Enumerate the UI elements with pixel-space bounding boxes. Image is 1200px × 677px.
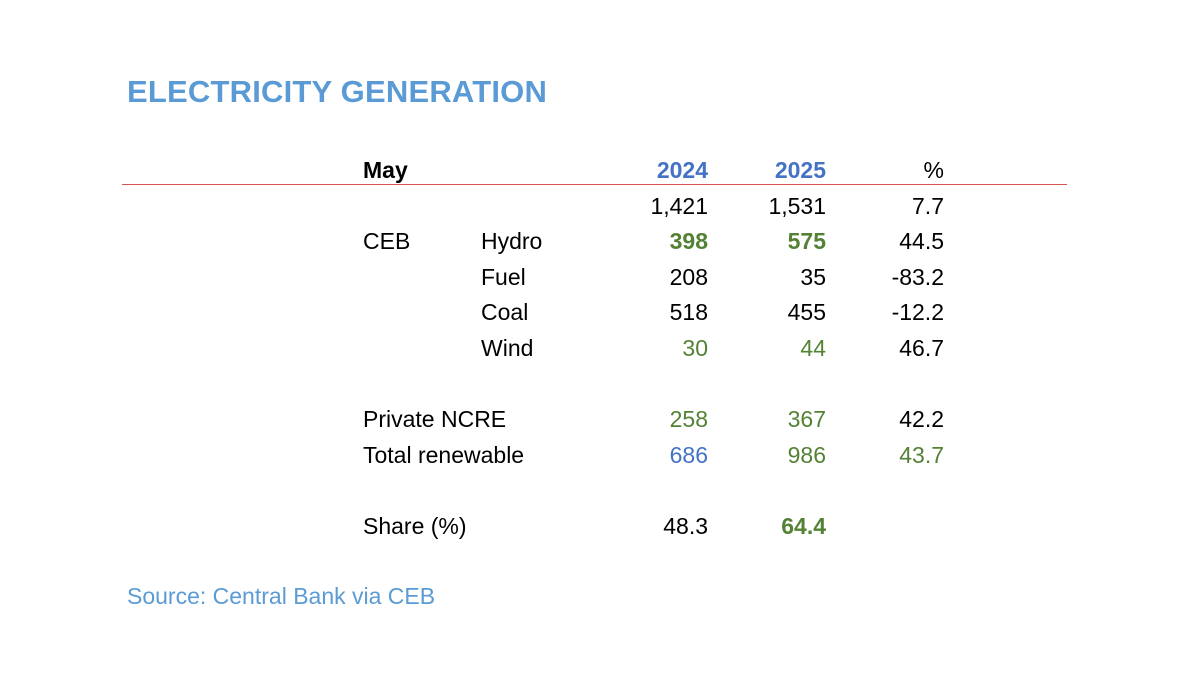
table-cell-y2024: 1,421 [650,193,708,219]
table-cell-group: Total renewable [363,442,525,468]
table-cell-item: Coal [481,299,529,325]
table-cell-pct: -12.2 [891,299,944,325]
table-cell-pct: 42.2 [899,406,944,432]
table-cell-pct: 43.7 [899,442,944,468]
header-percent: % [923,157,944,183]
table-cell-pct: 46.7 [899,335,944,361]
table-cell-y2025: 1,531 [768,193,826,219]
header-2025: 2025 [774,157,826,183]
page-title: ELECTRICITY GENERATION [127,74,548,109]
table-cell-y2025: 986 [787,442,826,468]
table-cell-item: Fuel [481,264,526,290]
table-cell-y2025: 44 [800,335,826,361]
table-cell-y2025: 455 [787,299,826,325]
table-cell-item: Hydro [481,228,543,254]
table-cell-y2025: 35 [800,264,826,290]
table-cell-y2024: 48.3 [663,513,708,539]
table-cell-y2025: 575 [787,228,826,254]
table-cell-y2025: 367 [787,406,826,432]
table-cell-pct: 44.5 [899,228,944,254]
table-cell-y2025: 64.4 [781,513,826,539]
header-2024: 2024 [656,157,708,183]
table-cell-pct: 7.7 [912,193,944,219]
source-note: Source: Central Bank via CEB [127,583,436,609]
table-cell-y2024: 518 [669,299,708,325]
table-cell-group: Share (%) [363,513,467,539]
table-cell-y2024: 258 [669,406,708,432]
table-cell-y2024: 686 [669,442,708,468]
header-divider [122,184,1067,185]
table-cell-item: Wind [481,335,534,361]
table-cell-group: CEB [363,228,411,254]
table-cell-y2024: 30 [682,335,708,361]
table-cell-group: Private NCRE [363,406,507,432]
header-period: May [363,157,408,183]
table-cell-y2024: 208 [669,264,708,290]
table-cell-y2024: 398 [669,228,708,254]
table-cell-pct: -83.2 [891,264,944,290]
